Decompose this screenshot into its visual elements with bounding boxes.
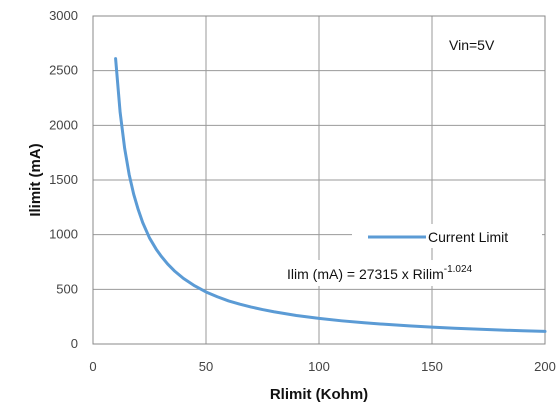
plot-frame <box>92 15 546 345</box>
x-axis-label: Rlimit (Kohm) <box>270 386 368 403</box>
series-line-current-limit <box>114 57 547 333</box>
legend-label: Current Limit <box>428 229 508 245</box>
x-tick-label: 200 <box>534 359 556 374</box>
tick-labels: 0 500 1000 1500 2000 2500 3000 0 50 100 150 200 <box>49 8 556 374</box>
formula-prefix: Ilim (mA) = 27315 x Rilim <box>287 266 444 282</box>
x-tick-label: 0 <box>89 359 96 374</box>
y-tick-label: 2000 <box>49 117 78 132</box>
y-tick-label: 1000 <box>49 227 78 242</box>
formula-exponent: -1.024 <box>444 264 473 275</box>
y-tick-label: 3000 <box>49 8 78 23</box>
y-tick-label: 2500 <box>49 63 78 78</box>
y-tick-label: 1500 <box>49 172 78 187</box>
vin-annotation: Vin=5V <box>449 37 495 53</box>
series-layer <box>114 57 547 333</box>
y-tick-label: 500 <box>56 281 78 296</box>
x-tick-label: 150 <box>421 359 443 374</box>
formula-background <box>282 260 544 286</box>
y-axis-label: Ilimit (mA) <box>27 143 44 216</box>
plot-border <box>92 15 546 345</box>
x-tick-label: 50 <box>199 359 213 374</box>
y-tick-label: 0 <box>71 336 78 351</box>
x-tick-label: 100 <box>308 359 330 374</box>
formula-annotation: Ilim (mA) = 27315 x Rilim-1.024 <box>287 264 473 282</box>
